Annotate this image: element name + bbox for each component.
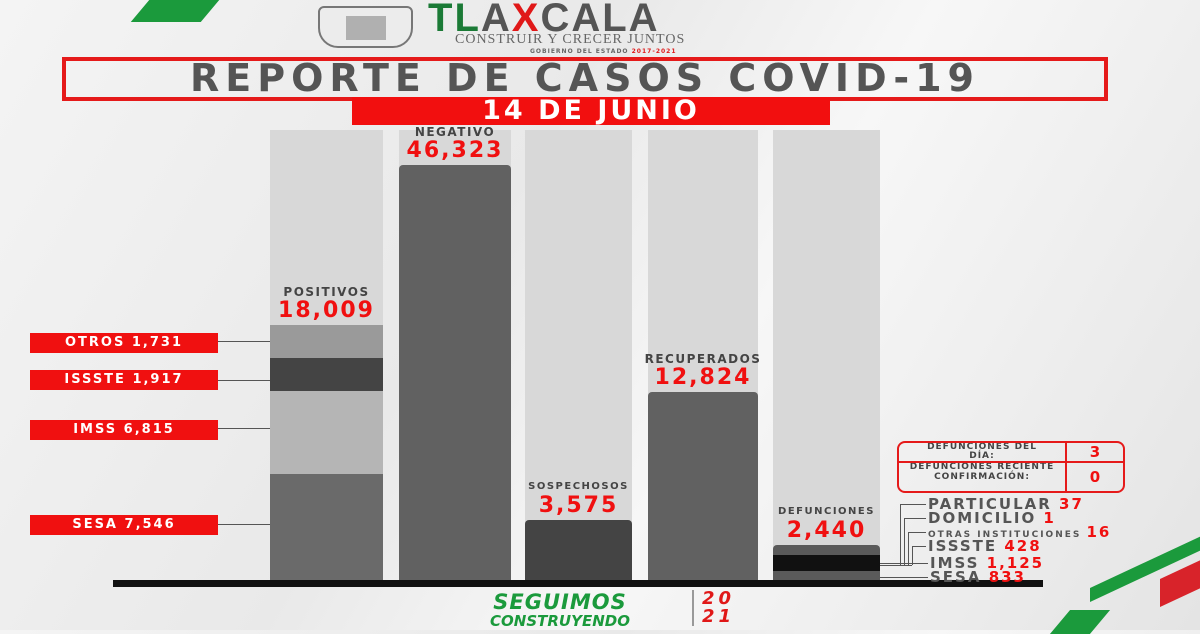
tag-positivos-issste: ISSSTE 1,917 [30,370,218,390]
column-bg-defunciones [773,130,880,581]
bar-label-positivos: POSITIVOS [283,285,370,299]
leader-line-vertical [912,546,913,565]
coat-of-arms-logo [318,6,413,48]
logo-letter: L [454,0,481,40]
leader-line [908,532,926,533]
leader-line [904,518,926,519]
leader-line [912,546,926,547]
report-date: 14 DE JUNIO [352,97,830,125]
bar-sospechosos [525,520,632,581]
logo-text: TLAXCALA [428,0,660,38]
defunciones-item-sesa: SESA 833 [930,568,1026,586]
logo-letter: T [428,0,455,40]
row-label: DEFUNCIONES DEL DÍA: [899,443,1067,461]
defunciones-reciente-row: DEFUNCIONES RECIENTE CONFIRMACIÓN: 0 [899,463,1123,491]
row-value: 3 [1089,443,1101,461]
item-value: 1 [1043,509,1056,527]
slogan: CONSTRUIR Y CRECER JUNTOS [455,32,686,47]
government-label: GOBIERNO DEL ESTADO 2017-2021 [530,48,677,56]
bar-segment-positivos-issste [270,358,383,391]
leader-line [218,380,270,381]
year-bottom: 21 [702,606,736,627]
bar-label-sospechosos: SOSPECHOSOS [528,481,629,492]
defunciones-item-particular: PARTICULAR 37 [928,495,1084,513]
item-name: DOMICILIO [928,509,1044,527]
logo-letter: A [480,0,512,40]
bar-recuperados [648,392,758,581]
leader-line-vertical [904,518,905,565]
leader-line [880,577,928,578]
bar-segment-positivos-imss [270,391,383,474]
tag-positivos-imss: IMSS 6,815 [30,420,218,440]
chart-baseline [113,580,1043,587]
logo-letter: A [628,0,660,40]
leader-line [218,341,270,342]
leader-line [880,563,928,564]
leader-line [900,504,926,505]
item-value: 37 [1059,495,1084,513]
column-bg-sospechosos [525,130,632,581]
bar-label-defunciones: DEFUNCIONES [778,506,875,517]
item-name: PARTICULAR [928,495,1060,513]
green-stripe-bottom [1049,610,1111,634]
bar-negativo [399,165,511,581]
leader-line-vertical [900,504,901,565]
row-label: DEFUNCIONES RECIENTE CONFIRMACIÓN: [899,463,1067,491]
bar-value-negativo: 46,323 [406,138,504,163]
year-top: 20 [702,588,736,609]
leader-line-vertical [908,532,909,565]
defunciones-item-otras-instituciones: OTRAS INSTITUCIONES 16 [928,525,1111,542]
footer-slogan: SEGUIMOS CONSTRUYENDO [440,590,680,630]
item-value: 428 [1004,537,1042,555]
row-value: 0 [1089,468,1101,486]
bar-value-recuperados: 12,824 [654,365,752,390]
item-name: IMSS [930,554,987,572]
footer-line1: SEGUIMOS [493,590,627,614]
logo-letter: A [571,0,603,40]
item-value: 1,125 [986,554,1045,572]
footer-year: 20 21 [692,590,735,626]
bar-value-positivos: 18,009 [278,298,375,323]
bar-segment-defunciones-0 [773,545,880,555]
tag-positivos-sesa: SESA 7,546 [30,515,218,535]
bar-label-negativo: NEGATIVO [414,125,496,139]
item-name: ISSSTE [928,537,1005,555]
item-name: SESA [930,568,989,586]
leader-line [880,565,912,566]
gov-years: 2017-2021 [631,48,677,55]
defunciones-table: DEFUNCIONES DEL DÍA: 3 DEFUNCIONES RECIE… [897,441,1125,493]
bar-segment-positivos-otros [270,325,383,358]
logo-letter: L [602,0,629,40]
bar-value-sospechosos: 3,575 [538,493,619,518]
item-value: 16 [1086,523,1112,541]
leader-line [218,524,270,525]
defunciones-item-domicilio: DOMICILIO 1 [928,509,1056,527]
bar-value-defunciones: 2,440 [786,518,867,543]
footer-line2: CONSTRUYENDO [490,612,630,630]
item-name: OTRAS INSTITUCIONES [928,530,1087,540]
defunciones-dia-row: DEFUNCIONES DEL DÍA: 3 [899,443,1123,463]
bar-segment-positivos-sesa [270,474,383,581]
defunciones-item-issste: ISSSTE 428 [928,537,1042,555]
logo-letter: C [540,0,572,40]
bar-segment-defunciones-1 [773,555,880,571]
bar-label-recuperados: RECUPERADOS [644,352,762,366]
defunciones-item-imss: IMSS 1,125 [930,554,1045,572]
tag-positivos-otros: OTROS 1,731 [30,333,218,353]
gov-text: GOBIERNO DEL ESTADO [530,48,629,55]
leader-line [218,428,270,429]
green-stripe-top [130,0,220,22]
item-value: 833 [988,568,1026,586]
bar-segment-defunciones-2 [773,571,880,581]
logo-letter: X [511,0,541,40]
